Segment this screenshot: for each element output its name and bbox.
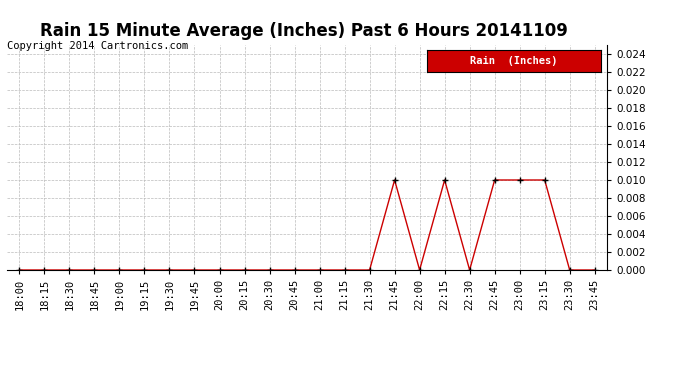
Text: Copyright 2014 Cartronics.com: Copyright 2014 Cartronics.com: [7, 41, 188, 51]
Text: Rain 15 Minute Average (Inches) Past 6 Hours 20141109: Rain 15 Minute Average (Inches) Past 6 H…: [39, 22, 568, 40]
